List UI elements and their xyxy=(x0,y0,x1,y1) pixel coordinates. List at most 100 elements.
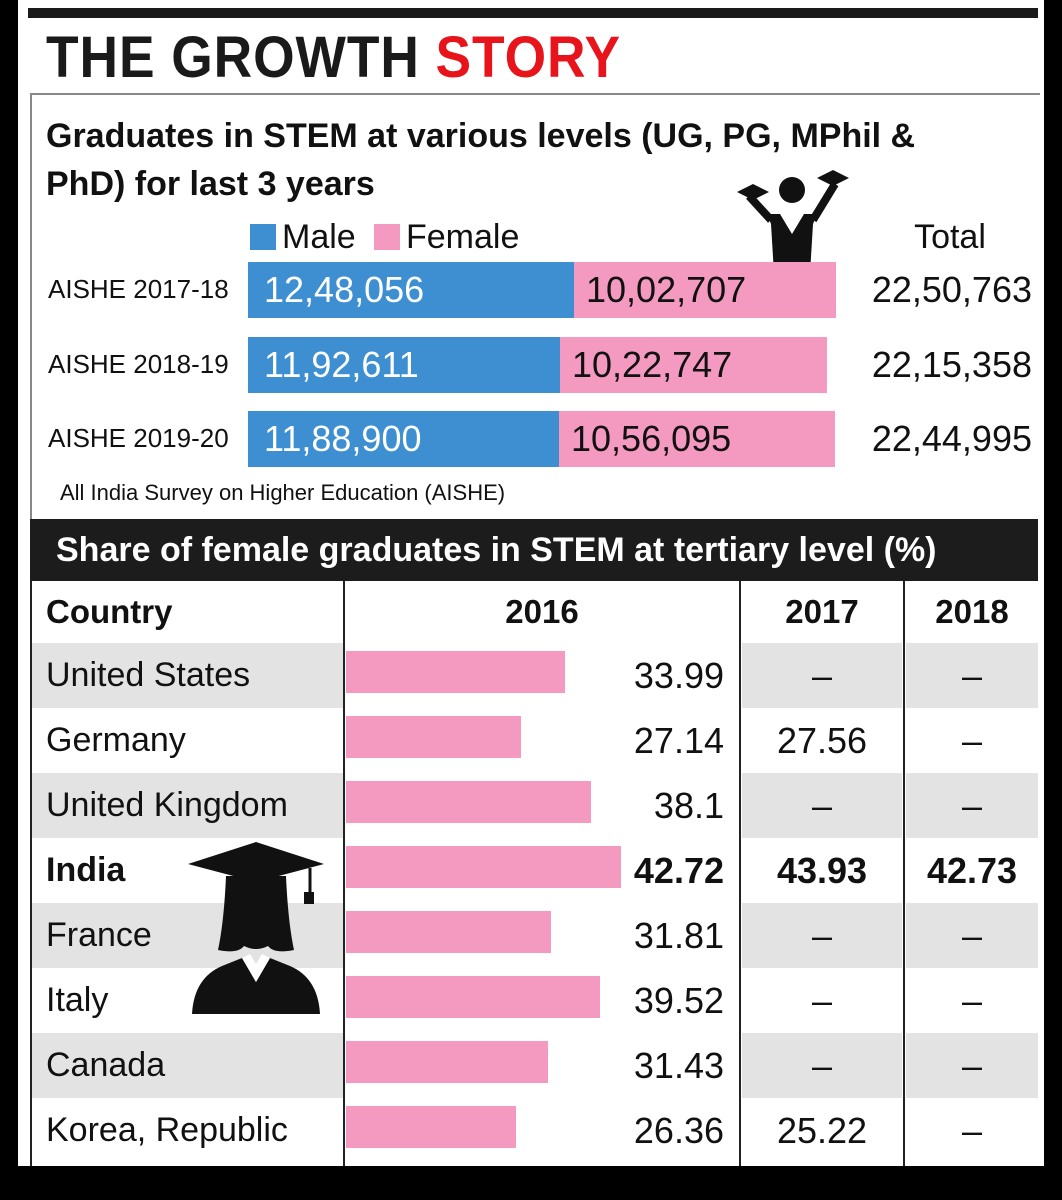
section2-title: Share of female graduates in STEM at ter… xyxy=(30,519,1038,581)
bar-male xyxy=(248,411,559,467)
value-2016: 27.14 xyxy=(633,720,724,761)
value-2016-cell: 26.36 xyxy=(346,1098,738,1163)
headline-part2: STORY xyxy=(435,25,622,90)
share-bar xyxy=(346,1106,516,1148)
row-total: 22,44,995 xyxy=(871,418,1032,459)
column-divider-2 xyxy=(739,581,741,1166)
column-divider-3 xyxy=(903,581,905,1166)
total-header: Total xyxy=(914,218,986,256)
value-2016: 31.43 xyxy=(633,1045,724,1086)
bottom-band xyxy=(0,1166,1062,1200)
table-row: United Kingdom 38.1– – xyxy=(30,773,1038,838)
value-2017: – xyxy=(742,903,902,968)
header-2017: 2017 xyxy=(785,593,859,630)
value-2018: – xyxy=(961,980,983,1021)
bar-male xyxy=(248,262,574,318)
bar-female xyxy=(559,411,835,467)
bar-female-label: 10,56,095 xyxy=(571,418,732,459)
country-cell: India xyxy=(46,851,126,889)
value-2016-cell: 27.14 xyxy=(346,708,738,773)
top-rule xyxy=(28,8,1038,18)
header-country: Country xyxy=(46,593,173,630)
value-2017: – xyxy=(742,773,902,838)
country-cell: France xyxy=(32,903,344,968)
section1-title: Graduates in STEM at various levels (UG,… xyxy=(46,117,916,203)
table-row: Italy 39.52 – – xyxy=(30,968,1038,1033)
source-note: All India Survey on Higher Education (AI… xyxy=(60,480,506,505)
value-2016: 42.72 xyxy=(633,850,724,891)
value-2016-cell: 31.43 xyxy=(346,1033,738,1098)
share-bar xyxy=(346,911,551,953)
row-total: 22,50,763 xyxy=(871,269,1032,310)
table-row: Canada 31.43– – xyxy=(30,1033,1038,1098)
female-graduate-icon xyxy=(188,842,324,1014)
value-2017: – xyxy=(742,643,902,708)
value-2017: – xyxy=(742,1033,902,1098)
header-2018: 2018 xyxy=(935,593,1009,630)
legend-female-swatch xyxy=(374,224,400,250)
value-2017: 25.22 xyxy=(776,1110,868,1151)
bar-male-label: 11,92,611 xyxy=(264,344,419,385)
bar-male xyxy=(248,337,560,393)
value-2017: 43.93 xyxy=(776,850,868,891)
bar-female xyxy=(574,262,836,318)
country-cell: United Kingdom xyxy=(32,773,344,838)
country-cell: Italy xyxy=(46,981,109,1019)
bar-female-label: 10,22,747 xyxy=(572,344,733,385)
country-cell: United States xyxy=(32,643,344,708)
value-2018: – xyxy=(906,903,1038,968)
card-background xyxy=(18,0,1044,1166)
header-2016: 2016 xyxy=(505,593,579,630)
table-row: India 42.72 43.93 42.73 xyxy=(30,838,1038,903)
share-bar xyxy=(346,781,591,823)
legend-male-label: Male xyxy=(282,218,356,256)
bar-male-label: 12,48,056 xyxy=(264,269,425,310)
value-2016: 33.99 xyxy=(633,655,724,696)
bar-male-label: 11,88,900 xyxy=(264,418,422,459)
value-2018: – xyxy=(906,773,1038,838)
value-2018: – xyxy=(906,643,1038,708)
share-bar xyxy=(346,651,565,693)
country-cell: Canada xyxy=(32,1033,344,1098)
value-2016: 39.52 xyxy=(633,980,724,1021)
column-divider-1 xyxy=(343,581,345,1166)
value-2016-cell: 38.1 xyxy=(346,773,738,838)
value-2018: 42.73 xyxy=(926,850,1018,891)
headline: THE GROWTH STORY xyxy=(46,24,621,91)
share-bar xyxy=(346,976,600,1018)
table-border-left xyxy=(30,581,32,1166)
table-row: United States 33.99– – xyxy=(30,643,1038,708)
value-2018: – xyxy=(961,1110,983,1151)
row-label: AISHE 2018-19 xyxy=(48,349,229,379)
value-2018: – xyxy=(961,720,983,761)
value-2016: 31.81 xyxy=(633,915,724,956)
bar-female-label: 10,02,707 xyxy=(586,269,747,310)
share-bar xyxy=(346,846,621,888)
legend-female: Female xyxy=(374,218,519,257)
share-bar xyxy=(346,716,521,758)
legend-male: Male xyxy=(250,218,356,257)
table-row: Korea, Republic 26.36 25.22 – xyxy=(30,1098,1038,1163)
country-cell: Korea, Republic xyxy=(46,1111,288,1149)
table-row: Germany 27.14 27.56 – xyxy=(30,708,1038,773)
value-2017: – xyxy=(811,980,833,1021)
headline-part1: THE GROWTH xyxy=(46,25,436,90)
value-2016: 26.36 xyxy=(633,1110,724,1151)
value-2016: 38.1 xyxy=(653,785,724,826)
value-2016-cell: 39.52 xyxy=(346,968,738,1033)
legend-male-swatch xyxy=(250,224,276,250)
value-2018: – xyxy=(906,1033,1038,1098)
section1-frame xyxy=(30,93,1040,521)
value-2016-cell: 31.81 xyxy=(346,903,738,968)
row-label: AISHE 2019-20 xyxy=(48,423,229,453)
legend-female-label: Female xyxy=(406,218,520,256)
value-2016-cell: 33.99 xyxy=(346,643,738,708)
share-bar xyxy=(346,1041,548,1083)
value-2016-cell: 42.72 xyxy=(346,838,738,903)
table-row: France 31.81– – xyxy=(30,903,1038,968)
bar-female xyxy=(560,337,827,393)
share-table: Country 2016 2017 2018 United States 33.9… xyxy=(30,581,1038,1166)
value-2017: 27.56 xyxy=(776,720,868,761)
row-total: 22,15,358 xyxy=(871,344,1032,385)
